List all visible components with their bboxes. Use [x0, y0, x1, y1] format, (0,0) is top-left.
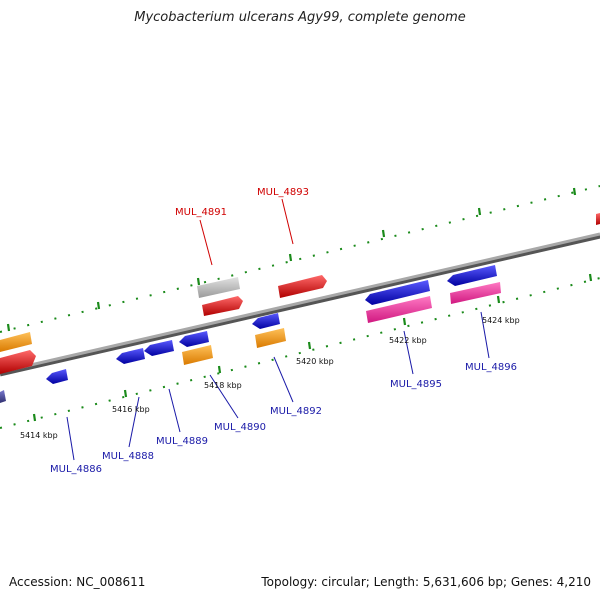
leader-mul4895	[403, 330, 414, 375]
gene-label-mul4889[interactable]: MUL_4889	[156, 436, 208, 447]
major-ticks	[6, 187, 593, 422]
red-cds-mul4891[interactable]	[202, 296, 243, 316]
leader-mul4890	[209, 374, 239, 419]
leader-mul4893	[281, 198, 294, 245]
tick-mark	[32, 413, 37, 422]
tick-mark	[196, 277, 201, 286]
tick-mark	[288, 253, 293, 262]
orange-feature-right[interactable]	[255, 328, 286, 348]
blue-cds-mul4888[interactable]	[116, 348, 145, 364]
gene-label-mul4886[interactable]: MUL_4886	[50, 464, 102, 475]
genome-backbone-shadow	[0, 233, 600, 377]
tick-mark	[96, 301, 101, 310]
tick-label: 5418 kbp	[204, 381, 242, 390]
blue-cds-upper-1[interactable]	[365, 280, 430, 305]
leader-mul4888	[128, 396, 140, 448]
leader-mul4891	[199, 219, 213, 266]
leader-mul4886	[66, 416, 75, 461]
navy-feature-left[interactable]	[0, 390, 6, 403]
red-cds-mul4893[interactable]	[278, 275, 327, 298]
tick-mark	[6, 323, 11, 332]
tick-label: 5420 kbp	[296, 357, 334, 366]
leader-mul4892	[273, 356, 294, 403]
tick-mark	[477, 207, 482, 216]
tick-mark	[381, 229, 386, 238]
gene-label-mul4892[interactable]: MUL_4892	[270, 406, 322, 417]
tick-label: 5424 kbp	[482, 316, 520, 325]
label-leaders	[66, 198, 490, 461]
tick-mark	[123, 389, 128, 398]
orange-feature-left[interactable]	[0, 332, 32, 352]
tick-mark	[496, 295, 501, 304]
leader-mul4889	[168, 388, 181, 433]
red-cds-left[interactable]	[0, 350, 36, 374]
orange-feature-mid[interactable]	[182, 345, 213, 365]
tick-mark	[307, 341, 312, 350]
gray-feature[interactable]	[197, 277, 240, 298]
gene-label-mul4891[interactable]: MUL_4891	[175, 207, 227, 218]
pink-feature-2[interactable]	[450, 282, 501, 304]
outer-tick-track	[0, 185, 600, 333]
tick-mark	[572, 187, 577, 196]
topology-text: Topology: circular; Length: 5,631,606 bp…	[261, 575, 591, 589]
reverse-strand	[0, 313, 286, 403]
gene-label-mul4890[interactable]: MUL_4890	[214, 422, 266, 433]
blue-cds-mul4892[interactable]	[252, 313, 280, 329]
blue-cds-mul4889[interactable]	[144, 340, 174, 356]
accession-text: Accession: NC_008611	[9, 575, 146, 589]
tick-label: 5422 kbp	[389, 336, 427, 345]
blue-cds-mul4890[interactable]	[179, 331, 209, 347]
gene-label-mul4895[interactable]: MUL_4895	[390, 379, 442, 390]
genome-backbone	[0, 232, 600, 374]
gene-label-mul4896[interactable]: MUL_4896	[465, 362, 517, 373]
inner-tick-track	[0, 277, 600, 429]
map-title: Mycobacterium ulcerans Agy99, complete g…	[134, 10, 466, 25]
forward-strand	[0, 213, 600, 374]
pink-feature-1[interactable]	[366, 296, 432, 323]
gene-label-mul4888[interactable]: MUL_4888	[102, 451, 154, 462]
red-cds-edge[interactable]	[596, 213, 600, 225]
tick-label: 5414 kbp	[20, 431, 58, 440]
blue-cds-mul4886[interactable]	[46, 369, 68, 384]
tick-mark	[402, 317, 407, 326]
tick-mark	[217, 365, 222, 374]
blue-cds-upper-2[interactable]	[447, 265, 497, 286]
tick-label: 5416 kbp	[112, 405, 150, 414]
gene-label-mul4893[interactable]: MUL_4893	[257, 187, 309, 198]
tick-mark	[588, 273, 593, 282]
leader-mul4896	[480, 311, 490, 359]
